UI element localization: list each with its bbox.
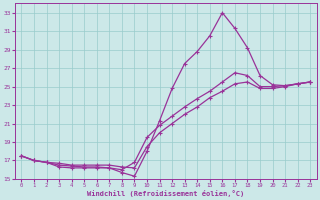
X-axis label: Windchill (Refroidissement éolien,°C): Windchill (Refroidissement éolien,°C)	[87, 190, 244, 197]
